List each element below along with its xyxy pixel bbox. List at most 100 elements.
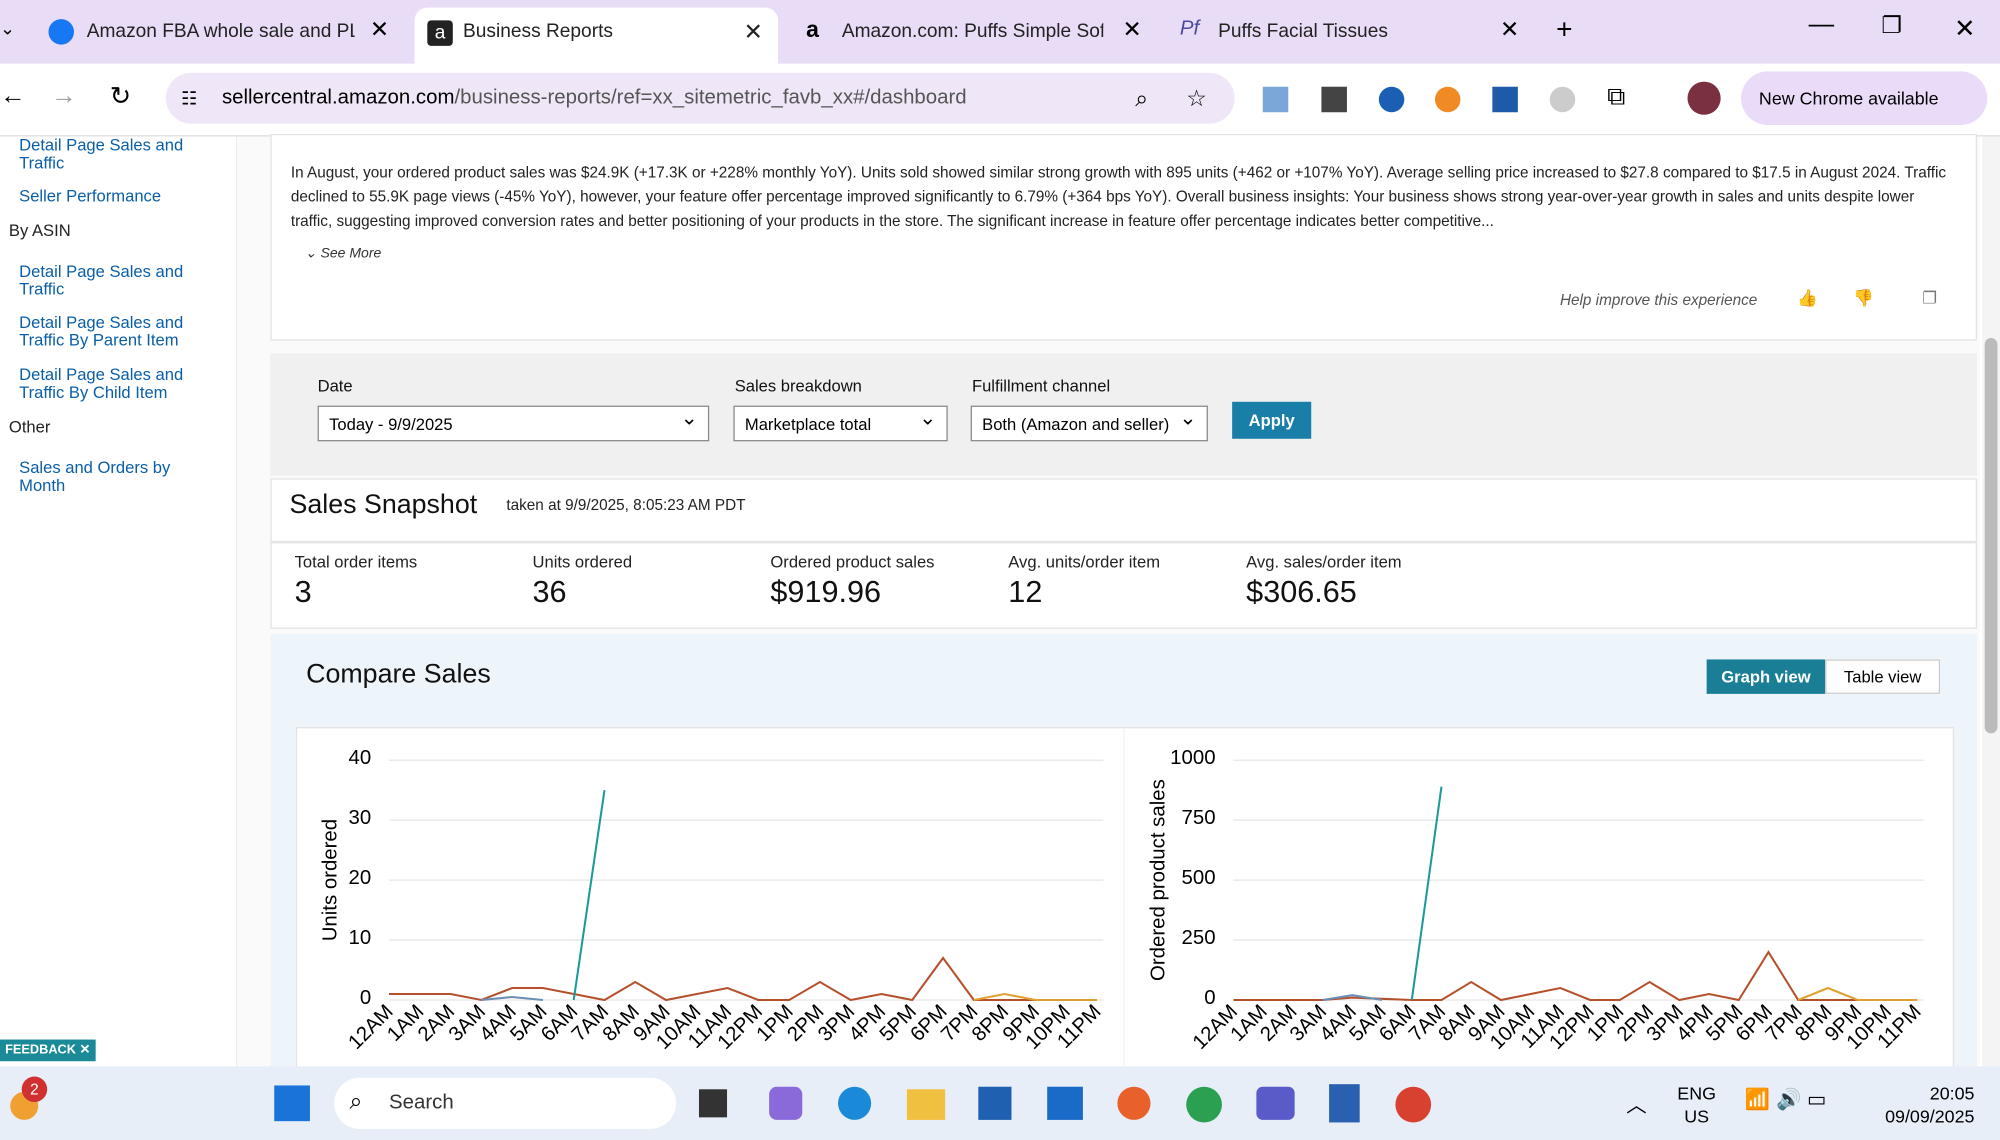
url: sellercentral.amazon.com/business-report… [222,73,967,124]
address-bar[interactable]: ☷ sellercentral.amazon.com/business-repo… [165,72,1235,124]
thumbs-down[interactable]: 👎 [1853,288,1874,308]
start-button[interactable] [274,1085,310,1122]
nav-link[interactable]: Seller Performance [19,186,162,206]
y-axis-title: Ordered product sales [1148,779,1170,981]
app-icon[interactable] [1256,1086,1295,1120]
search-box[interactable]: ⌕ Search [334,1077,677,1129]
search-text: Search [389,1091,454,1114]
tab[interactable]: Amazon FBA whole sale and PL [86,20,355,43]
metric-value: 36 [532,575,567,610]
y-tick-label: 10 [348,927,371,949]
tab-close[interactable]: ✕ [743,19,763,45]
scroll-thumb[interactable] [1984,338,1998,734]
back[interactable]: ← [0,81,26,110]
copy[interactable]: ❐ [1922,288,1938,308]
minimize[interactable]: — [1808,10,1835,39]
y-tick-label: 20 [348,867,371,889]
app-icon[interactable] [906,1089,946,1120]
date-select[interactable]: Today - 9/9/2025 [317,402,710,442]
thumbs-up[interactable]: 👍 [1797,288,1818,308]
search-icon: ⌕ [349,1088,363,1114]
extension[interactable] [1434,86,1461,113]
tab-title: Business Reports [463,20,613,43]
extension[interactable] [1321,86,1347,113]
nav-link[interactable]: Detail Page Sales and Traffic By Child I… [19,364,184,402]
snapshot-title: Sales Snapshot [289,489,478,520]
charts-panel [295,727,1955,1087]
tray-icons[interactable]: 📶 🔊 ▭ [1744,1089,1827,1111]
url-path: /business-reports/ref=xx_sitemetric_favb… [454,86,967,109]
app-icon[interactable] [1117,1086,1151,1120]
app-icon[interactable] [769,1086,803,1120]
tab-icon: Pf [1179,17,1200,40]
restore[interactable]: ❐ [1881,12,1902,39]
clock[interactable]: 20:05 09/09/2025 [1865,1082,1974,1128]
select-value: Marketplace total [744,414,872,434]
nav-link[interactable]: Sales and Orders by Month [19,457,171,495]
taskbar: 2 ⌕ Search ︿ ENG US 📶 🔊 ▭ 20:05 09/09/2025 [0,1066,2000,1140]
graph-view-button[interactable]: Graph view [1706,659,1826,694]
bookmark[interactable]: ☆ [1186,85,1207,111]
tab[interactable]: Puffs Facial Tissues [1218,20,1388,43]
breakdown-select[interactable]: Marketplace total [733,402,948,442]
app-icon[interactable] [838,1086,872,1120]
metric-value: $306.65 [1246,575,1357,610]
series-line [389,956,1097,1002]
sidebar: Detail Page Sales and Traffic Seller Per… [0,135,238,1067]
y-tick-label: 30 [348,807,371,829]
profile[interactable] [1687,81,1721,115]
nav-link[interactable]: Detail Page Sales and Traffic By Parent … [19,312,184,350]
chart: Units ordered01020304012AM1AM2AM3AM4AM5A… [320,747,1106,1054]
app-icon[interactable] [1329,1084,1360,1123]
extension[interactable] [1378,86,1405,113]
nav-link[interactable]: Detail Page Sales and Traffic [19,135,184,173]
extension[interactable] [1262,86,1289,113]
extension[interactable] [1549,86,1576,113]
tab[interactable]: a Business Reports ✕ [414,7,779,64]
y-tick-label: 750 [1182,807,1216,829]
app-icon[interactable] [1395,1086,1432,1123]
close-window[interactable]: ✕ [1954,15,1976,44]
tab[interactable]: Amazon.com: Puffs Simple Sof [841,20,1104,43]
new-tab[interactable]: + [1556,12,1573,45]
filters: Date Today - 9/9/2025 Sales breakdown Ma… [270,353,1978,476]
channel-select[interactable]: Both (Amazon and seller) [970,402,1208,442]
tray-expand[interactable]: ︿ [1626,1095,1647,1118]
tab-menu[interactable]: ⌄ [0,17,15,39]
update-button[interactable]: New Chrome available [1741,71,1988,125]
tab-close[interactable]: ✕ [1499,16,1520,43]
language[interactable]: ENG US [1677,1082,1716,1128]
see-more[interactable]: ⌄ See More [304,246,382,262]
snapshot-time: taken at 9/9/2025, 8:05:23 AM PDT [506,496,746,515]
scrollbar[interactable] [1982,136,2000,1067]
forward[interactable]: → [51,81,77,110]
app-icon[interactable] [978,1086,1012,1120]
app-icon[interactable] [1047,1086,1083,1120]
feedback-prompt: Help improve this experience [1559,290,1758,309]
zoom[interactable]: ⌕ [1135,85,1149,111]
snapshot-header: Sales Snapshot taken at 9/9/2025, 8:05:2… [270,478,1978,543]
nav-link[interactable]: Detail Page Sales and Traffic [19,261,184,299]
app-icon[interactable] [1186,1086,1222,1123]
toolbar: ← → ↻ ☷ sellercentral.amazon.com/busines… [0,63,2000,137]
app-icon[interactable] [698,1089,728,1118]
select-value: Today - 9/9/2025 [329,414,453,434]
extensions[interactable]: ⧉ [1607,82,1626,111]
tab-close[interactable]: ✕ [1122,16,1142,43]
apply-button[interactable]: Apply [1232,401,1312,439]
site-info[interactable]: ☷ [181,88,198,109]
feedback-tab[interactable]: FEEDBACK ✕ [0,1039,96,1062]
table-view-button[interactable]: Table view [1825,659,1941,694]
tab-icon: a [427,20,453,46]
feedback-label: FEEDBACK [5,1043,76,1058]
insights-text: In August, your ordered product sales wa… [290,163,1947,230]
metric-value: 3 [294,575,312,610]
extension[interactable] [1492,86,1518,113]
reload[interactable]: ↻ [109,82,132,111]
lang: ENG [1677,1082,1716,1104]
tab-close[interactable]: ✕ [369,16,390,43]
y-tick-label: 40 [348,747,371,769]
y-tick-label: 0 [1204,987,1215,1009]
series-line [973,992,1097,1002]
series-line [1410,786,1443,1001]
